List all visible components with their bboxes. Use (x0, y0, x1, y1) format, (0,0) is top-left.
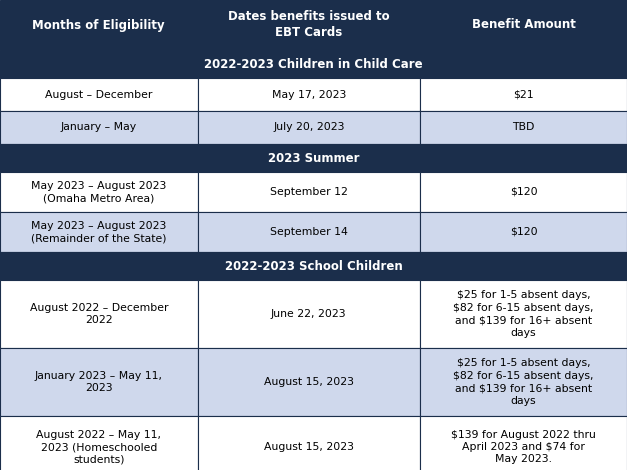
Bar (0, 172, 198, 212)
Bar (198, 78, 420, 111)
Bar (198, 280, 420, 348)
Text: 2023 Summer: 2023 Summer (268, 151, 359, 164)
Bar (0, 280, 198, 348)
Bar (0, 0, 198, 50)
Text: August – December: August – December (45, 89, 152, 100)
Text: July 20, 2023: July 20, 2023 (273, 123, 345, 133)
Bar (420, 348, 627, 416)
Bar (198, 172, 420, 212)
Text: May 17, 2023: May 17, 2023 (271, 89, 346, 100)
Text: August 2022 – May 11,
2023 (Homeschooled
students): August 2022 – May 11, 2023 (Homeschooled… (36, 430, 161, 464)
Bar (0, 50, 627, 78)
Bar (420, 416, 627, 470)
Text: $139 for August 2022 thru
April 2023 and $74 for
May 2023.: $139 for August 2022 thru April 2023 and… (451, 430, 596, 464)
Bar (0, 144, 627, 172)
Text: $120: $120 (510, 227, 537, 237)
Text: Benefit Amount: Benefit Amount (472, 18, 576, 31)
Text: January 2023 – May 11,
2023: January 2023 – May 11, 2023 (34, 371, 163, 393)
Bar (0, 212, 198, 252)
Bar (420, 78, 627, 111)
Text: August 15, 2023: August 15, 2023 (264, 442, 354, 452)
Bar (420, 172, 627, 212)
Text: May 2023 – August 2023
(Omaha Metro Area): May 2023 – August 2023 (Omaha Metro Area… (31, 181, 166, 203)
Text: 2022-2023 School Children: 2022-2023 School Children (224, 259, 403, 273)
Text: August 15, 2023: August 15, 2023 (264, 377, 354, 387)
Bar (0, 348, 198, 416)
Text: Months of Eligibility: Months of Eligibility (33, 18, 165, 31)
Text: $25 for 1-5 absent days,
$82 for 6-15 absent days,
and $139 for 16+ absent
days: $25 for 1-5 absent days, $82 for 6-15 ab… (453, 359, 594, 406)
Bar (420, 280, 627, 348)
Text: $25 for 1-5 absent days,
$82 for 6-15 absent days,
and $139 for 16+ absent
days: $25 for 1-5 absent days, $82 for 6-15 ab… (453, 290, 594, 337)
Bar (198, 0, 420, 50)
Bar (0, 416, 198, 470)
Bar (0, 252, 627, 280)
Text: September 12: September 12 (270, 187, 348, 197)
Bar (0, 111, 198, 144)
Bar (198, 111, 420, 144)
Bar (420, 0, 627, 50)
Text: June 22, 2023: June 22, 2023 (271, 309, 347, 319)
Bar (198, 348, 420, 416)
Text: Dates benefits issued to
EBT Cards: Dates benefits issued to EBT Cards (228, 10, 389, 39)
Text: TBD: TBD (512, 123, 535, 133)
Bar (420, 111, 627, 144)
Text: $21: $21 (514, 89, 534, 100)
Text: September 14: September 14 (270, 227, 348, 237)
Bar (420, 212, 627, 252)
Text: August 2022 – December
2022: August 2022 – December 2022 (29, 303, 168, 325)
Bar (198, 212, 420, 252)
Bar (198, 416, 420, 470)
Text: $120: $120 (510, 187, 537, 197)
Text: 2022-2023 Children in Child Care: 2022-2023 Children in Child Care (204, 57, 423, 70)
Text: January – May: January – May (61, 123, 137, 133)
Text: May 2023 – August 2023
(Remainder of the State): May 2023 – August 2023 (Remainder of the… (31, 221, 167, 243)
Bar (0, 78, 198, 111)
